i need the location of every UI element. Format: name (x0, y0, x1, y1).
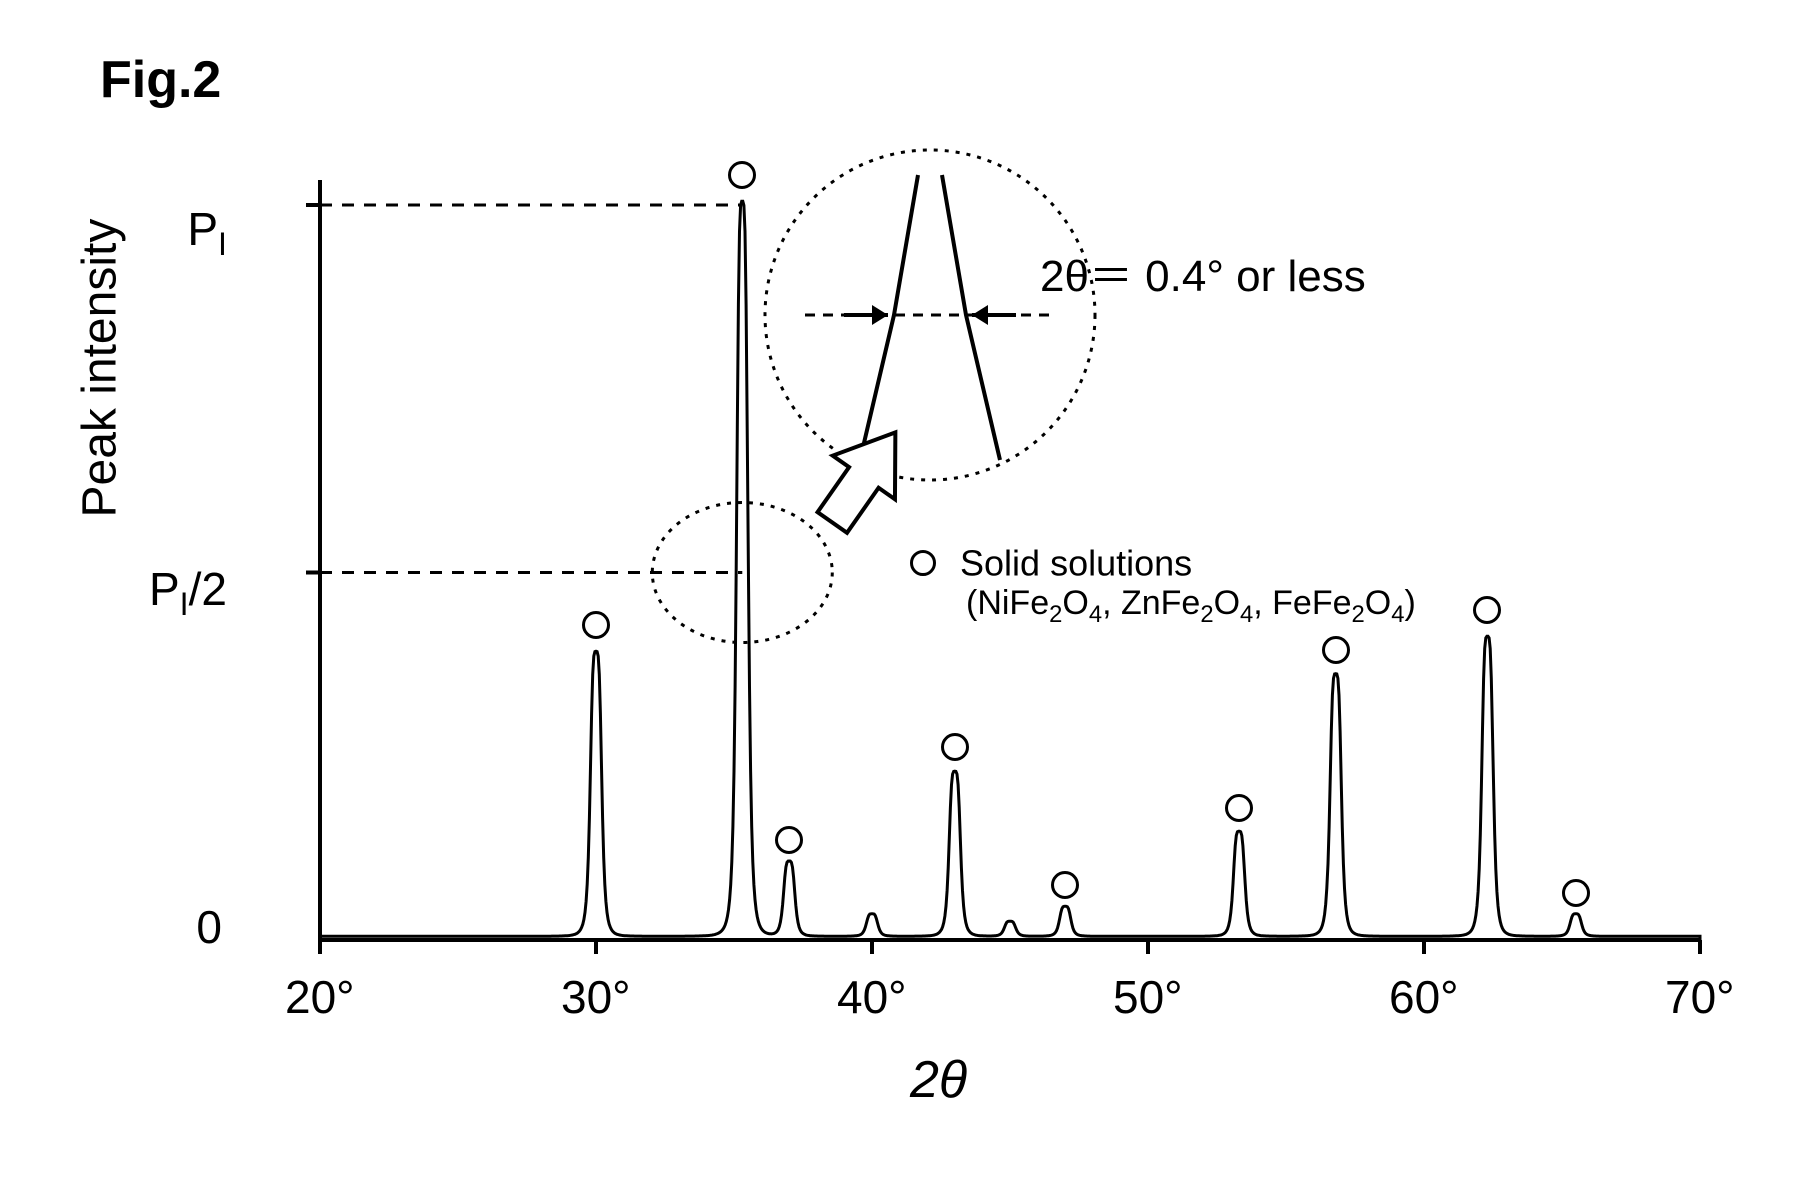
peak-marker-icon (728, 161, 756, 189)
peak-marker-icon (1322, 636, 1350, 664)
legend-title: Solid solutions (960, 542, 1192, 583)
peak-marker-icon (1225, 794, 1253, 822)
figure-container: Fig.2 Peak intensity 2θ 0 PI PI/2 20°30°… (40, 40, 1767, 1106)
fwhm-callout-text: 2θ＝ 0.4° or less (1040, 252, 1366, 301)
fwhm-callout-label: 2θ＝ 0.4° or less (1040, 240, 1366, 304)
legend-row: Solid solutions (910, 540, 1416, 584)
legend-subtitle: (NiFe2O4, ZnFe2O4, FeFe2O4) (966, 584, 1416, 629)
peak-marker-icon (775, 826, 803, 854)
peak-marker-icon (1473, 596, 1501, 624)
peak-marker-icon (1051, 871, 1079, 899)
zoom-content (805, 175, 1055, 460)
legend: Solid solutions (NiFe2O4, ZnFe2O4, FeFe2… (910, 540, 1416, 629)
legend-marker-icon (910, 550, 936, 576)
guide-lines (320, 205, 742, 573)
peak-marker-icon (1562, 879, 1590, 907)
peak-marker-icon (941, 733, 969, 761)
peak-marker-icon (582, 611, 610, 639)
